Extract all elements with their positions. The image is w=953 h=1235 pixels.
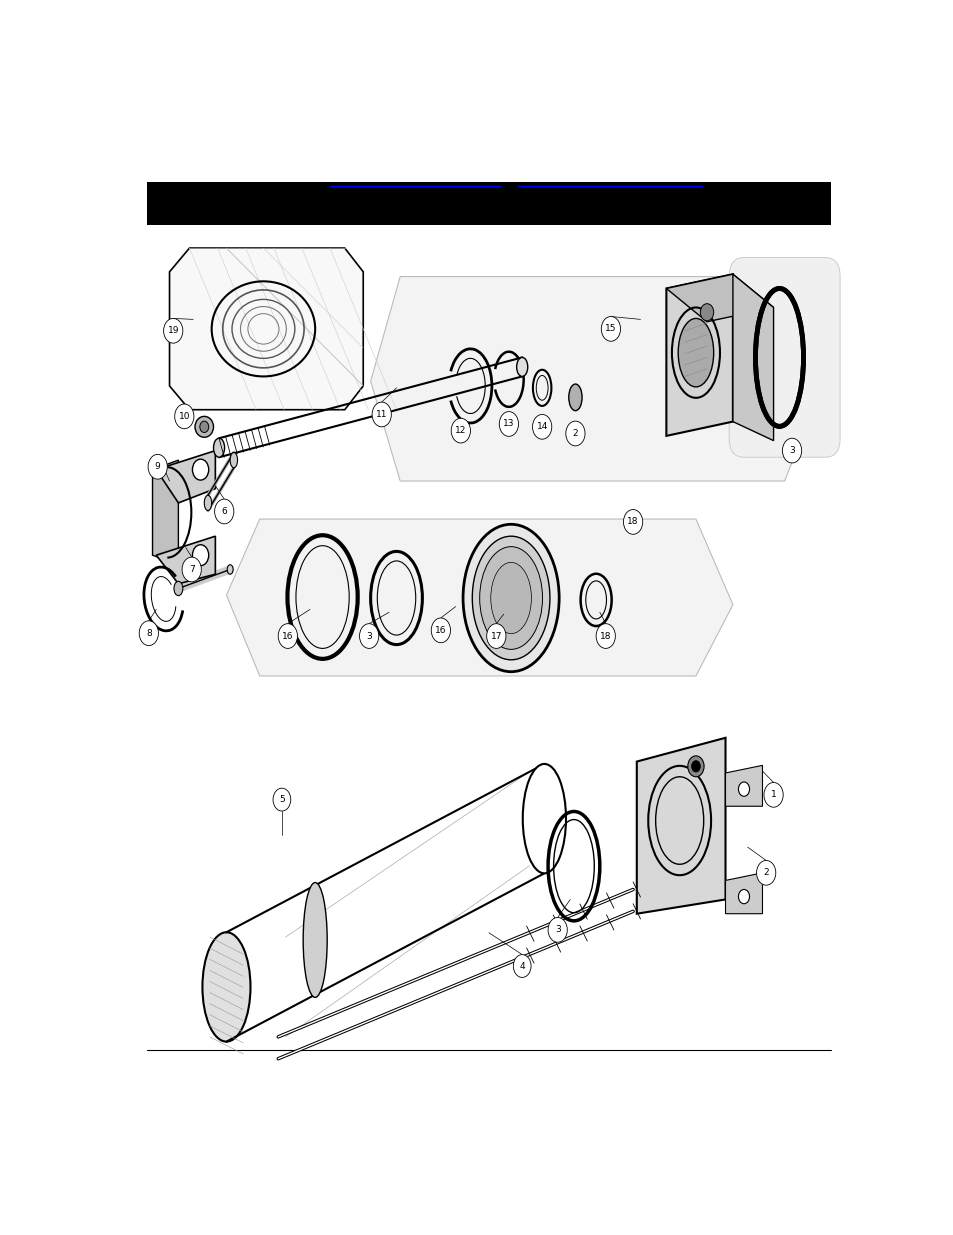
Circle shape — [756, 861, 775, 885]
Ellipse shape — [193, 459, 209, 480]
Bar — [147, 182, 830, 225]
Circle shape — [148, 454, 167, 479]
Polygon shape — [152, 461, 178, 564]
Text: 11: 11 — [375, 410, 387, 419]
Circle shape — [182, 557, 201, 582]
Ellipse shape — [687, 756, 703, 777]
Ellipse shape — [204, 495, 212, 510]
Ellipse shape — [522, 764, 565, 873]
Ellipse shape — [199, 421, 209, 432]
Circle shape — [547, 918, 567, 942]
Polygon shape — [226, 519, 732, 676]
Circle shape — [214, 499, 233, 524]
Ellipse shape — [230, 452, 237, 468]
Text: 14: 14 — [536, 422, 547, 431]
Ellipse shape — [738, 782, 749, 797]
Polygon shape — [665, 274, 732, 436]
Ellipse shape — [194, 416, 213, 437]
Circle shape — [431, 618, 450, 642]
Text: 1: 1 — [770, 790, 776, 799]
Text: 4: 4 — [518, 962, 524, 971]
Text: 5: 5 — [278, 795, 285, 804]
Text: 18: 18 — [599, 631, 611, 641]
Polygon shape — [170, 248, 363, 410]
Text: 15: 15 — [604, 325, 616, 333]
Text: 6: 6 — [221, 506, 227, 516]
Circle shape — [451, 419, 470, 443]
Ellipse shape — [227, 564, 233, 574]
Circle shape — [164, 319, 183, 343]
Text: 16: 16 — [435, 626, 446, 635]
Text: 9: 9 — [154, 462, 160, 472]
Ellipse shape — [303, 883, 327, 998]
Ellipse shape — [202, 932, 251, 1041]
Ellipse shape — [678, 319, 713, 387]
Polygon shape — [724, 873, 761, 914]
Text: 10: 10 — [178, 411, 190, 421]
Polygon shape — [732, 274, 773, 441]
Text: 7: 7 — [189, 564, 194, 574]
Polygon shape — [370, 277, 813, 482]
Ellipse shape — [568, 384, 581, 411]
Circle shape — [498, 411, 518, 436]
Ellipse shape — [462, 525, 558, 672]
Text: 3: 3 — [788, 446, 794, 456]
Text: 8: 8 — [146, 629, 152, 637]
Circle shape — [359, 624, 378, 648]
Circle shape — [273, 788, 291, 811]
Circle shape — [278, 624, 297, 648]
Text: 3: 3 — [555, 925, 560, 935]
Ellipse shape — [517, 357, 527, 377]
Ellipse shape — [479, 547, 542, 650]
Polygon shape — [156, 451, 215, 503]
Ellipse shape — [738, 889, 749, 904]
Polygon shape — [637, 737, 724, 914]
Polygon shape — [156, 536, 215, 584]
Text: 13: 13 — [502, 420, 514, 429]
Circle shape — [565, 421, 584, 446]
Text: 12: 12 — [455, 426, 466, 435]
Circle shape — [623, 510, 642, 535]
Text: 2: 2 — [572, 429, 578, 438]
Text: 17: 17 — [490, 631, 501, 641]
Polygon shape — [665, 274, 773, 322]
Circle shape — [600, 316, 619, 341]
Circle shape — [596, 624, 615, 648]
Circle shape — [372, 403, 391, 427]
Circle shape — [781, 438, 801, 463]
Ellipse shape — [213, 438, 224, 457]
Text: 19: 19 — [168, 326, 179, 335]
Circle shape — [486, 624, 505, 648]
Circle shape — [513, 955, 531, 977]
FancyBboxPatch shape — [728, 258, 840, 457]
Polygon shape — [724, 766, 761, 806]
Text: 3: 3 — [366, 631, 372, 641]
Text: 2: 2 — [762, 868, 768, 877]
Circle shape — [174, 404, 193, 429]
Circle shape — [763, 783, 782, 808]
Ellipse shape — [691, 761, 700, 772]
Ellipse shape — [193, 545, 209, 566]
Text: 18: 18 — [627, 517, 639, 526]
Text: 16: 16 — [282, 631, 294, 641]
Circle shape — [532, 415, 551, 440]
Ellipse shape — [173, 582, 183, 595]
Ellipse shape — [490, 562, 531, 634]
Ellipse shape — [472, 536, 549, 659]
Circle shape — [139, 621, 158, 646]
Ellipse shape — [700, 304, 713, 321]
